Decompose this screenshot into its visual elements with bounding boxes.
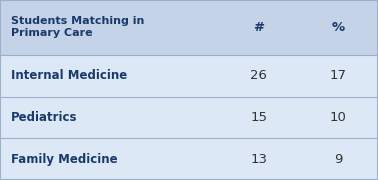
Text: %: %	[332, 21, 345, 34]
Text: #: #	[253, 21, 265, 34]
Text: Students Matching in
Primary Care: Students Matching in Primary Care	[11, 16, 145, 39]
Bar	[0, 97, 378, 138]
Bar	[0, 138, 378, 180]
Text: 10: 10	[330, 111, 347, 124]
Text: 26: 26	[251, 69, 267, 82]
Text: Internal Medicine: Internal Medicine	[11, 69, 128, 82]
Text: Family Medicine: Family Medicine	[11, 153, 118, 166]
Bar	[0, 0, 378, 55]
Text: 9: 9	[334, 153, 342, 166]
Text: Pediatrics: Pediatrics	[11, 111, 78, 124]
Text: 15: 15	[251, 111, 267, 124]
Bar	[0, 55, 378, 97]
Text: 13: 13	[251, 153, 267, 166]
Text: 17: 17	[330, 69, 347, 82]
